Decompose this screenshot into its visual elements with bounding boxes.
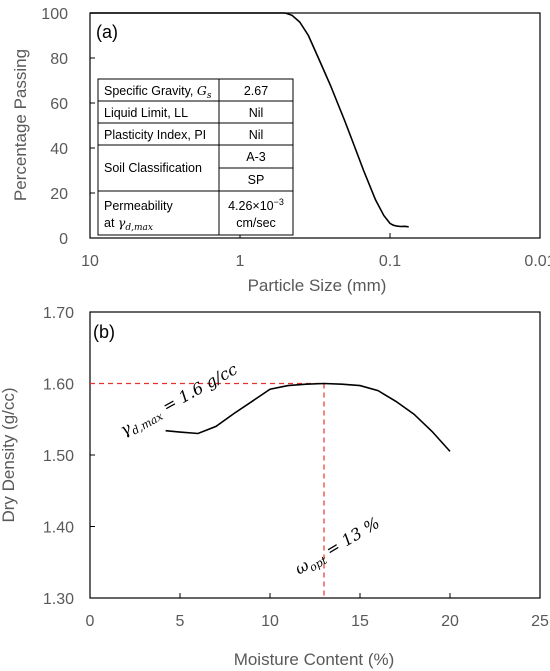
panel-b-plot-frame	[89, 311, 541, 599]
table-cell-value: Nil	[249, 106, 264, 120]
panel-a-y-axis-label: Percentage Passing	[11, 49, 30, 201]
panel-a-x-axis-label: Particle Size (mm)	[248, 276, 387, 295]
table-border	[97, 78, 294, 236]
x-tick-label: 15	[351, 613, 369, 630]
table-cell-value: SP	[248, 173, 265, 187]
soil-properties-table: Specific Gravity, Gs 2.67 Liquid Limit, …	[97, 78, 294, 236]
panel-a-particle-size-chart: (a) 0 20 40 60 80 100 10 1 0.1 0.01 Particle Siz…	[11, 6, 550, 295]
x-tick-label: 0	[86, 613, 95, 630]
table-cell-property: Permeability	[104, 199, 174, 213]
table-cell-value: A-3	[246, 150, 266, 164]
table-cell-property: at γd,max	[104, 215, 153, 233]
panel-b-x-axis-label: Moisture Content (%)	[234, 650, 395, 669]
table-cell-value: Nil	[249, 128, 264, 142]
table-cell-value: 4.26×10−3	[228, 197, 284, 213]
table-cell-property: Plasticity Index, PI	[104, 128, 206, 142]
panel-a-y-ticks: 0 20 40 60 80 100	[41, 6, 95, 248]
optimum-moisture-annotation: ωopt = 13 %	[291, 513, 384, 581]
panel-a-label: (a)	[96, 22, 118, 42]
x-tick-label: 5	[176, 613, 185, 630]
table-cell-property: Soil Classification	[104, 161, 202, 175]
y-tick-label: 60	[50, 96, 68, 113]
x-tick-label: 10	[81, 253, 99, 270]
panel-b-x-ticks: 0 5 10 15 20 25	[86, 593, 549, 630]
y-tick-label: 0	[59, 231, 68, 248]
panel-b-label: (b)	[93, 322, 115, 342]
y-tick-label: 1.40	[43, 520, 74, 537]
panel-a-x-ticks: 10 1 0.1 0.01	[81, 233, 550, 270]
x-tick-label: 1	[236, 253, 245, 270]
table-cell-property: Liquid Limit, LL	[104, 106, 188, 120]
x-tick-label: 10	[261, 613, 279, 630]
table-cell-property: Specific Gravity, Gs	[104, 83, 212, 101]
max-dry-density-annotation: γd,max = 1.6 g/cc	[117, 359, 242, 442]
y-tick-label: 1.50	[43, 448, 74, 465]
table-cell-value: 2.67	[244, 84, 268, 98]
y-tick-label: 40	[50, 141, 68, 158]
x-tick-label: 25	[531, 613, 549, 630]
x-tick-label: 0.1	[379, 253, 401, 270]
panel-b-y-ticks: 1.30 1.40 1.50 1.60 1.70	[43, 305, 95, 608]
y-tick-label: 1.70	[43, 305, 74, 322]
table-cell-value: cm/sec	[236, 216, 276, 230]
panel-b-y-axis-label: Dry Density (g/cc)	[0, 387, 18, 522]
x-tick-label: 0.01	[524, 253, 550, 270]
y-tick-label: 1.60	[43, 377, 74, 394]
panel-a-plot-frame	[89, 12, 541, 239]
panel-b-compaction-chart: (b) 1.30 1.40 1.50 1.60 1.70 0 5 10 15 20 25 Mois…	[0, 305, 549, 669]
y-tick-label: 20	[50, 186, 68, 203]
gradation-curve	[90, 12, 409, 228]
y-tick-label: 1.30	[43, 591, 74, 608]
y-tick-label: 100	[41, 6, 68, 23]
x-tick-label: 20	[441, 613, 459, 630]
y-tick-label: 80	[50, 51, 68, 68]
compaction-curve	[165, 382, 451, 452]
